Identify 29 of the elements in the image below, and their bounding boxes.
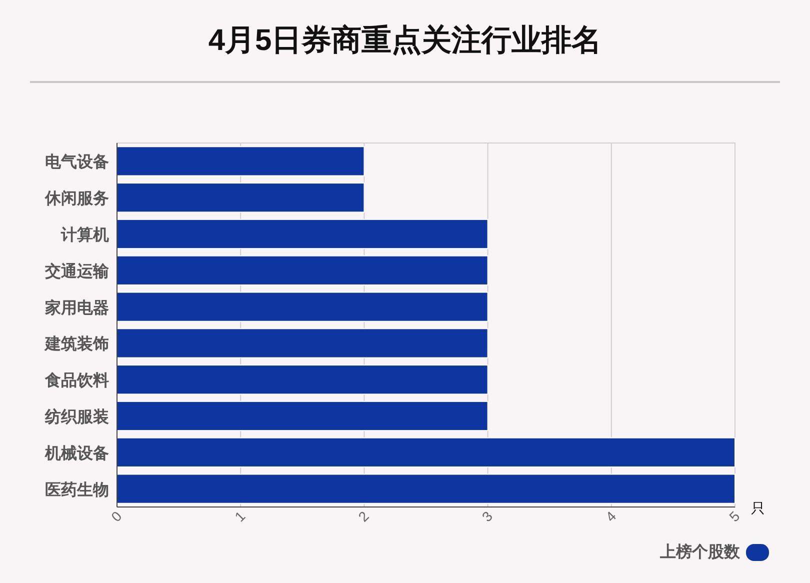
- bar: [116, 400, 488, 432]
- y-tick-label: 交通运输: [44, 261, 110, 280]
- bar: [116, 146, 365, 176]
- y-tick-label: 纺织服装: [44, 408, 109, 426]
- y-tick-label: 家用电器: [44, 298, 109, 317]
- bar: [116, 218, 488, 250]
- x-axis-title: 只: [751, 500, 765, 516]
- y-tick-label: 电气设备: [45, 153, 109, 172]
- x-tick-label: 4: [602, 508, 620, 525]
- chart-title: 4月5日券商重点关注行业排名: [208, 23, 602, 57]
- x-tick-label: 0: [108, 508, 125, 525]
- x-tick-label: 5: [726, 508, 743, 525]
- bar: [116, 328, 488, 358]
- bar: [116, 182, 365, 213]
- legend: 上榜个股数: [660, 544, 769, 561]
- y-tick-label: 机械设备: [44, 444, 109, 462]
- x-tick-label: 2: [355, 508, 372, 525]
- y-tick-label: 建筑装饰: [43, 335, 109, 354]
- y-tick-label: 休闲服务: [44, 190, 109, 208]
- x-tick-label: 1: [231, 508, 248, 525]
- y-tick-label: 医药生物: [45, 480, 109, 499]
- x-tick-label: 3: [478, 508, 496, 525]
- y-tick-label: 计算机: [60, 226, 109, 244]
- bar: [116, 364, 488, 395]
- y-tick-label: 食品饮料: [44, 372, 109, 390]
- bar: [116, 292, 488, 322]
- bar: [116, 255, 488, 286]
- bar: [116, 474, 736, 504]
- bar: [116, 437, 736, 468]
